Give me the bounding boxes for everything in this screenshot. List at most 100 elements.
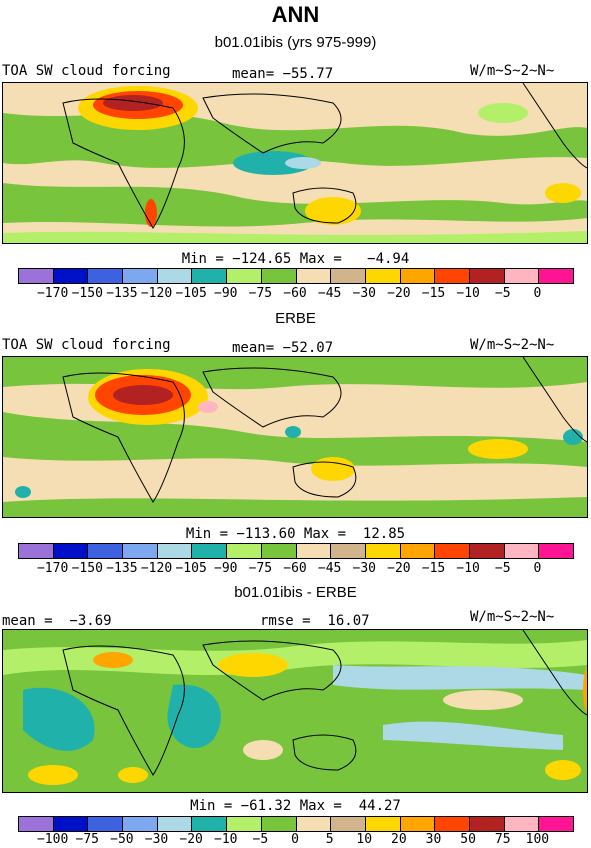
- colorbar-swatch: [19, 817, 54, 831]
- colorbar-swatch: [192, 269, 228, 283]
- panel-1-variable-label: TOA SW cloud forcing: [2, 63, 171, 79]
- panel-3-colorbar-ticks: −100 −75 −50 −30 −20 −10 −5 0 5 10 20 30 50 75 100: [18, 832, 572, 848]
- panel-3-map: [2, 629, 588, 793]
- colorbar-tick-label: −5: [252, 832, 269, 847]
- colorbar-swatch: [296, 544, 332, 558]
- colorbar-swatch: [53, 269, 89, 283]
- panel-3-map-field: [3, 630, 587, 792]
- colorbar-tick-label: −20: [387, 561, 411, 576]
- colorbar-swatch: [435, 544, 470, 558]
- colorbar-swatch: [227, 817, 262, 831]
- colorbar-tick-label: −150: [71, 286, 103, 301]
- panel-1-mean-label: mean= −55.77: [232, 66, 334, 82]
- panel-1-heading: b01.01ibis (yrs 975-999): [214, 34, 377, 51]
- colorbar-swatch: [400, 544, 436, 558]
- colorbar-tick-label: −30: [144, 832, 169, 847]
- panel-1-map-field: [3, 83, 587, 243]
- colorbar-swatch: [504, 269, 540, 283]
- panel-3-colorbar: [18, 816, 574, 832]
- colorbar-tick-label: −105: [175, 286, 207, 301]
- colorbar-tick-label: 10: [356, 832, 373, 847]
- colorbar-tick-label: 0: [533, 561, 542, 576]
- colorbar-tick-label: 75: [494, 832, 511, 847]
- colorbar-tick-label: −45: [317, 561, 342, 576]
- panel-2-heading: ERBE: [275, 310, 316, 327]
- colorbar-tick-label: −10: [214, 832, 238, 847]
- colorbar-swatch: [261, 269, 297, 283]
- colorbar-swatch: [192, 544, 228, 558]
- colorbar-tick-label: −120: [140, 286, 173, 301]
- colorbar-tick-label: −75: [248, 286, 273, 301]
- colorbar-swatch: [261, 544, 297, 558]
- colorbar-swatch: [331, 269, 366, 283]
- panel-2-map: [2, 356, 588, 518]
- colorbar-tick-label: 50: [460, 832, 476, 847]
- colorbar-tick-label: −75: [75, 832, 99, 847]
- panel-2-colorbar: [18, 543, 574, 559]
- colorbar-tick-label: −90: [214, 561, 238, 576]
- colorbar-tick-label: −20: [387, 286, 411, 301]
- colorbar-tick-label: 20: [391, 832, 407, 847]
- panel-3-mean-label: mean = −3.69: [2, 613, 112, 629]
- colorbar-tick-label: 0: [291, 832, 299, 847]
- colorbar-swatch: [469, 269, 505, 283]
- figure-title: ANN: [271, 2, 320, 27]
- colorbar-swatch: [227, 269, 262, 283]
- panel-3-heading: b01.01ibis - ERBE: [234, 584, 357, 601]
- colorbar-tick-label: 100: [525, 832, 550, 847]
- panel-1-colorbar: [18, 268, 574, 284]
- colorbar-swatch: [539, 269, 573, 283]
- colorbar-swatch: [88, 544, 124, 558]
- colorbar-swatch: [19, 544, 54, 558]
- colorbar-swatch: [296, 269, 332, 283]
- colorbar-swatch: [123, 817, 158, 831]
- colorbar-tick-label: −120: [140, 561, 173, 576]
- colorbar-tick-label: −75: [248, 561, 273, 576]
- colorbar-swatch: [469, 544, 505, 558]
- colorbar-tick-label: −5: [494, 286, 511, 301]
- colorbar-tick-label: −170: [36, 286, 69, 301]
- colorbar-tick-label: 30: [425, 832, 442, 847]
- colorbar-swatch: [157, 269, 193, 283]
- colorbar-swatch: [19, 269, 54, 283]
- colorbar-tick-label: −5: [494, 561, 511, 576]
- colorbar-tick-label: −20: [179, 832, 203, 847]
- panel-3-rmse-label: rmse = 16.07: [260, 613, 370, 629]
- colorbar-swatch: [123, 269, 158, 283]
- colorbar-tick-label: −45: [317, 286, 342, 301]
- colorbar-swatch: [400, 817, 436, 831]
- colorbar-tick-label: −135: [106, 561, 138, 576]
- colorbar-swatch: [261, 817, 297, 831]
- colorbar-swatch: [88, 269, 124, 283]
- panel-2-mean-label: mean= −52.07: [232, 340, 334, 356]
- panel-2-map-field: [3, 357, 587, 517]
- colorbar-swatch: [331, 544, 366, 558]
- colorbar-swatch: [365, 269, 401, 283]
- colorbar-swatch: [539, 544, 573, 558]
- colorbar-tick-label: −60: [283, 286, 307, 301]
- colorbar-swatch: [331, 817, 366, 831]
- colorbar-swatch: [504, 817, 540, 831]
- colorbar-swatch: [88, 817, 124, 831]
- colorbar-tick-label: −15: [421, 561, 446, 576]
- colorbar-tick-label: −100: [36, 832, 69, 847]
- colorbar-swatch: [157, 817, 193, 831]
- colorbar-tick-label: −30: [352, 561, 376, 576]
- panel-1-map: [2, 82, 588, 244]
- panel-2-colorbar-ticks: −170 −150 −135 −120 −105 −90 −75 −60 −45 −30 −20 −1…: [18, 561, 572, 577]
- colorbar-swatch: [53, 817, 89, 831]
- colorbar-swatch: [435, 817, 470, 831]
- colorbar-swatch: [504, 544, 540, 558]
- colorbar-tick-label: −10: [456, 561, 480, 576]
- colorbar-swatch: [53, 544, 89, 558]
- colorbar-swatch: [539, 817, 573, 831]
- colorbar-tick-label: −10: [456, 286, 480, 301]
- colorbar-tick-label: −50: [110, 832, 134, 847]
- colorbar-swatch: [123, 544, 158, 558]
- panel-2-minmax: Min = −113.60 Max = 12.85: [185, 526, 406, 542]
- panel-1-units-label: W/m~S~2~N~: [470, 63, 555, 79]
- colorbar-swatch: [157, 544, 193, 558]
- colorbar-tick-label: −150: [71, 561, 103, 576]
- colorbar-swatch: [435, 269, 470, 283]
- colorbar-tick-label: −90: [214, 286, 238, 301]
